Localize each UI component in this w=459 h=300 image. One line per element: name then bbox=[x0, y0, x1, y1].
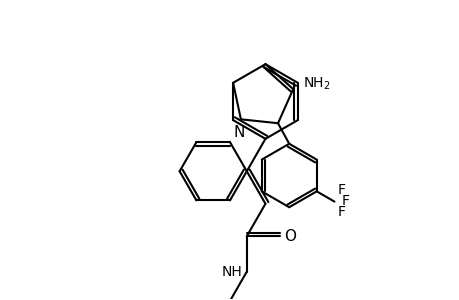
Text: NH: NH bbox=[221, 265, 242, 279]
Text: F: F bbox=[337, 205, 345, 219]
Text: F: F bbox=[341, 194, 348, 208]
Text: F: F bbox=[337, 183, 345, 197]
Text: NH$_2$: NH$_2$ bbox=[302, 75, 330, 92]
Text: O: O bbox=[284, 229, 296, 244]
Text: N: N bbox=[233, 125, 244, 140]
